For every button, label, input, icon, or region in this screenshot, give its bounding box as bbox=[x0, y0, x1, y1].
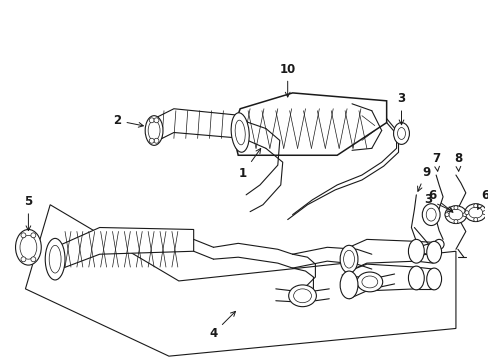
Ellipse shape bbox=[426, 241, 441, 263]
Circle shape bbox=[21, 257, 26, 262]
Ellipse shape bbox=[422, 204, 439, 225]
Ellipse shape bbox=[393, 123, 408, 144]
Ellipse shape bbox=[340, 271, 357, 299]
Ellipse shape bbox=[293, 289, 311, 303]
Ellipse shape bbox=[407, 239, 424, 263]
Text: 6: 6 bbox=[0, 359, 1, 360]
Ellipse shape bbox=[49, 245, 61, 273]
Polygon shape bbox=[232, 93, 386, 155]
Text: 3: 3 bbox=[397, 93, 405, 125]
Circle shape bbox=[464, 211, 468, 215]
Circle shape bbox=[482, 211, 486, 215]
Polygon shape bbox=[55, 228, 193, 271]
Polygon shape bbox=[154, 109, 243, 143]
Text: 7: 7 bbox=[431, 152, 439, 171]
Circle shape bbox=[149, 118, 154, 123]
Ellipse shape bbox=[426, 268, 441, 290]
Polygon shape bbox=[348, 264, 415, 299]
Text: 8: 8 bbox=[453, 152, 461, 171]
Text: 2: 2 bbox=[113, 114, 143, 127]
Ellipse shape bbox=[343, 250, 354, 268]
Polygon shape bbox=[25, 205, 455, 356]
Circle shape bbox=[154, 138, 159, 143]
Ellipse shape bbox=[421, 244, 434, 254]
Text: 10: 10 bbox=[279, 63, 295, 97]
Text: 1: 1 bbox=[239, 149, 260, 180]
Ellipse shape bbox=[45, 238, 65, 280]
Ellipse shape bbox=[448, 209, 462, 220]
Ellipse shape bbox=[433, 239, 443, 249]
Circle shape bbox=[149, 138, 154, 143]
Ellipse shape bbox=[361, 276, 377, 288]
Ellipse shape bbox=[20, 235, 37, 259]
Polygon shape bbox=[348, 239, 415, 271]
Text: 6: 6 bbox=[427, 189, 452, 212]
Ellipse shape bbox=[397, 127, 405, 139]
Ellipse shape bbox=[231, 113, 249, 152]
Circle shape bbox=[444, 213, 448, 217]
Text: 5: 5 bbox=[24, 195, 33, 230]
Ellipse shape bbox=[288, 285, 316, 307]
Circle shape bbox=[453, 220, 457, 224]
Circle shape bbox=[473, 204, 477, 208]
Circle shape bbox=[154, 118, 159, 123]
Ellipse shape bbox=[468, 207, 482, 218]
Ellipse shape bbox=[235, 120, 245, 145]
Text: 6: 6 bbox=[477, 189, 488, 209]
Ellipse shape bbox=[145, 116, 163, 145]
Circle shape bbox=[462, 213, 466, 217]
Ellipse shape bbox=[148, 121, 160, 140]
Ellipse shape bbox=[426, 208, 435, 221]
Ellipse shape bbox=[340, 245, 357, 273]
Ellipse shape bbox=[464, 204, 486, 221]
Ellipse shape bbox=[16, 229, 41, 265]
Circle shape bbox=[453, 206, 457, 210]
Circle shape bbox=[31, 257, 36, 262]
Ellipse shape bbox=[356, 272, 382, 292]
Circle shape bbox=[473, 217, 477, 221]
Text: 9: 9 bbox=[417, 166, 429, 191]
Circle shape bbox=[31, 233, 36, 238]
Text: 4: 4 bbox=[209, 311, 235, 340]
Circle shape bbox=[21, 233, 26, 238]
Ellipse shape bbox=[407, 266, 424, 290]
Text: 3: 3 bbox=[423, 193, 451, 211]
Ellipse shape bbox=[444, 206, 466, 224]
